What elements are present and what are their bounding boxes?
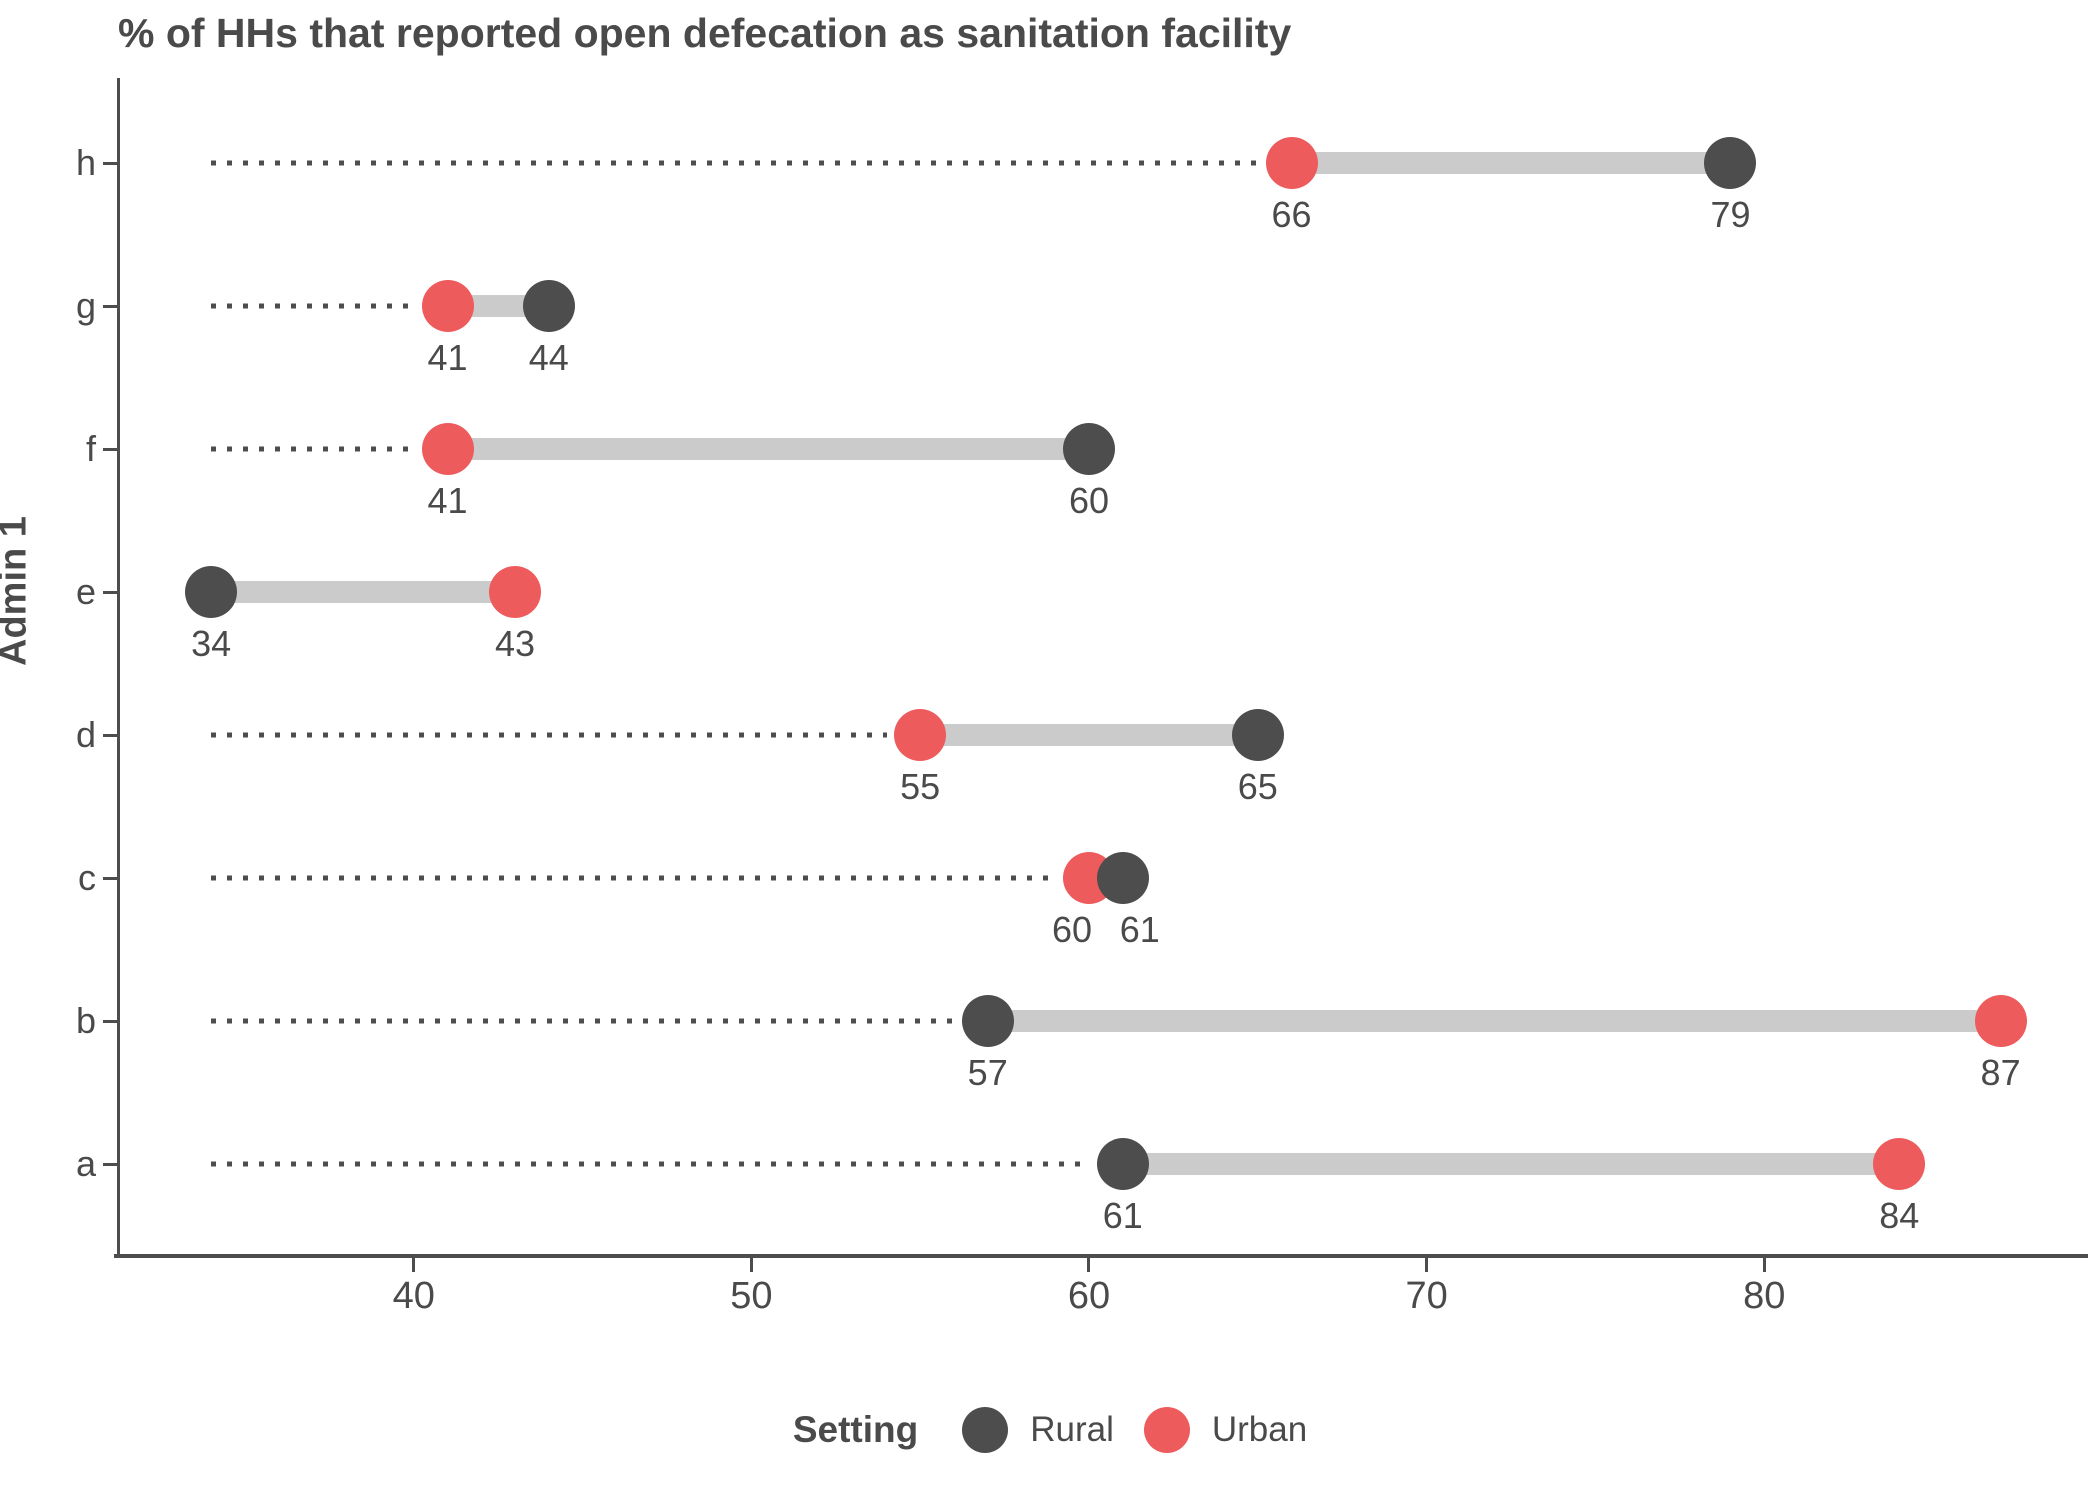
- value-label-rural: 44: [528, 337, 569, 378]
- y-tick: [103, 1162, 117, 1166]
- value-label-urban: 41: [427, 480, 468, 521]
- y-category-label: h: [75, 142, 96, 183]
- leader-line: [211, 446, 415, 452]
- data-point-rural: [1096, 1138, 1149, 1190]
- x-tick: [1087, 1258, 1091, 1272]
- data-point-rural: [522, 280, 575, 332]
- connector-bar: [1291, 152, 1731, 174]
- value-label-urban: 43: [494, 623, 536, 664]
- x-tick-label: 80: [1743, 1275, 1786, 1317]
- y-category-label: e: [75, 571, 96, 612]
- x-tick-label: 50: [730, 1275, 773, 1317]
- chart-title: % of HHs that reported open defecation a…: [118, 10, 1292, 56]
- legend-label-rural: Rural: [1030, 1410, 1114, 1449]
- value-label-rural: 65: [1237, 766, 1278, 807]
- data-point-urban: [489, 566, 542, 618]
- leader-line: [211, 732, 888, 738]
- data-point-urban: [421, 280, 474, 332]
- value-label-rural: 79: [1710, 194, 1751, 235]
- y-category-label: c: [78, 857, 96, 898]
- data-point-urban: [1265, 137, 1318, 189]
- connector-bar: [211, 581, 516, 603]
- value-label-urban: 87: [1980, 1052, 2021, 1093]
- x-tick-label: 70: [1405, 1275, 1448, 1317]
- legend: Setting Rural Urban: [0, 1398, 2100, 1462]
- x-tick-label: 40: [392, 1275, 435, 1317]
- y-tick: [103, 1019, 117, 1023]
- data-point-rural: [961, 995, 1014, 1047]
- x-axis-line: [114, 1254, 2088, 1258]
- legend-title: Setting: [792, 1409, 919, 1450]
- value-label-rural: 61: [1119, 909, 1160, 950]
- leader-line: [211, 875, 1056, 881]
- data-point-urban: [1873, 1138, 1926, 1190]
- value-label-urban: 41: [427, 337, 468, 378]
- data-point-urban: [894, 709, 947, 761]
- connector-bar: [987, 1010, 2001, 1032]
- y-category-label: f: [85, 428, 96, 469]
- y-category-label: a: [75, 1143, 96, 1184]
- data-point-rural: [1231, 709, 1284, 761]
- value-label-urban: 84: [1879, 1195, 1920, 1236]
- data-point-rural: [1096, 852, 1149, 904]
- y-tick: [103, 590, 117, 594]
- value-label-urban: 55: [900, 766, 941, 807]
- value-label-urban: 60: [1051, 909, 1093, 950]
- value-label-rural: 34: [191, 623, 232, 664]
- data-point-urban: [1974, 995, 2027, 1047]
- data-point-rural: [1704, 137, 1757, 189]
- data-point-rural: [185, 566, 238, 618]
- x-tick: [412, 1258, 416, 1272]
- leader-line: [211, 303, 415, 309]
- y-tick: [103, 447, 117, 451]
- x-tick: [1425, 1258, 1429, 1272]
- urban-swatch-icon: [1143, 1407, 1190, 1453]
- value-label-rural: 60: [1068, 480, 1110, 521]
- leader-line: [211, 160, 1259, 166]
- value-label-urban: 66: [1271, 194, 1312, 235]
- leader-line: [211, 1161, 1090, 1167]
- value-label-rural: 61: [1102, 1195, 1143, 1236]
- data-point-rural: [1062, 423, 1115, 475]
- y-category-label: b: [75, 1000, 96, 1041]
- legend-item-rural: Rural: [962, 1407, 1114, 1453]
- value-label-rural: 57: [967, 1052, 1008, 1093]
- y-tick: [103, 876, 117, 880]
- legend-item-urban: Urban: [1143, 1407, 1308, 1453]
- data-point-urban: [421, 423, 474, 475]
- connector-bar: [920, 724, 1258, 746]
- y-axis-line: [117, 78, 120, 1255]
- x-tick-label: 60: [1067, 1275, 1111, 1317]
- y-category-label: g: [75, 285, 96, 326]
- y-category-label: d: [75, 714, 96, 755]
- y-tick: [103, 733, 117, 737]
- y-tick: [103, 304, 117, 308]
- leader-line: [211, 1018, 955, 1024]
- x-tick: [1762, 1258, 1766, 1272]
- connector-bar: [447, 438, 1089, 460]
- connector-bar: [1122, 1153, 1900, 1175]
- y-tick: [103, 161, 117, 165]
- x-tick: [749, 1258, 753, 1272]
- legend-label-urban: Urban: [1211, 1410, 1308, 1449]
- rural-swatch-icon: [962, 1407, 1009, 1453]
